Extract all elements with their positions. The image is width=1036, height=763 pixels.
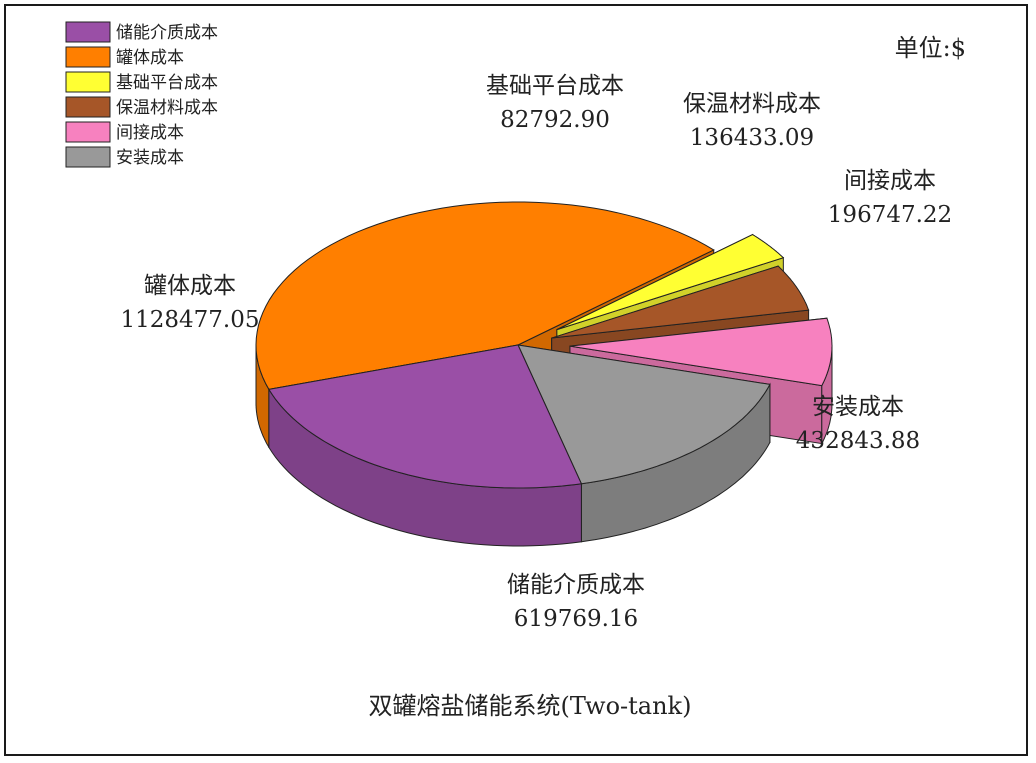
slice-value-5: 432843.88 bbox=[796, 428, 920, 454]
slice-value-2: 82792.90 bbox=[500, 107, 610, 133]
legend-swatch-4 bbox=[65, 121, 111, 143]
legend-item-4: 间接成本 bbox=[116, 123, 184, 143]
slice-value-4: 196747.22 bbox=[828, 202, 952, 228]
legend-item-1: 罐体成本 bbox=[116, 48, 184, 68]
legend-item-0: 储能介质成本 bbox=[116, 23, 218, 43]
legend-swatch-5 bbox=[65, 146, 111, 168]
unit-label: 单位:$ bbox=[895, 34, 966, 62]
legend-swatch-3 bbox=[65, 96, 111, 118]
slice-value-3: 136433.09 bbox=[690, 125, 814, 151]
pie-slice-0 bbox=[268, 344, 583, 547]
legend-swatch-2 bbox=[65, 71, 111, 93]
slice-label-0: 储能介质成本 bbox=[507, 572, 645, 598]
legend-item-5: 安装成本 bbox=[116, 148, 184, 168]
slice-label-4: 间接成本 bbox=[844, 168, 936, 194]
slice-label-3: 保温材料成本 bbox=[683, 91, 821, 117]
legend-swatch-1 bbox=[65, 46, 111, 68]
slice-label-5: 安装成本 bbox=[812, 394, 904, 420]
legend-item-3: 保温材料成本 bbox=[116, 98, 218, 118]
legend-swatch-0 bbox=[65, 21, 111, 43]
slice-label-1: 罐体成本 bbox=[144, 273, 236, 299]
chart-title: 双罐熔盐储能系统(Two-tank) bbox=[369, 692, 692, 720]
legend-item-2: 基础平台成本 bbox=[116, 73, 218, 93]
slice-value-1: 1128477.05 bbox=[120, 307, 259, 333]
slice-value-0: 619769.16 bbox=[514, 606, 638, 632]
slice-label-2: 基础平台成本 bbox=[486, 73, 624, 99]
